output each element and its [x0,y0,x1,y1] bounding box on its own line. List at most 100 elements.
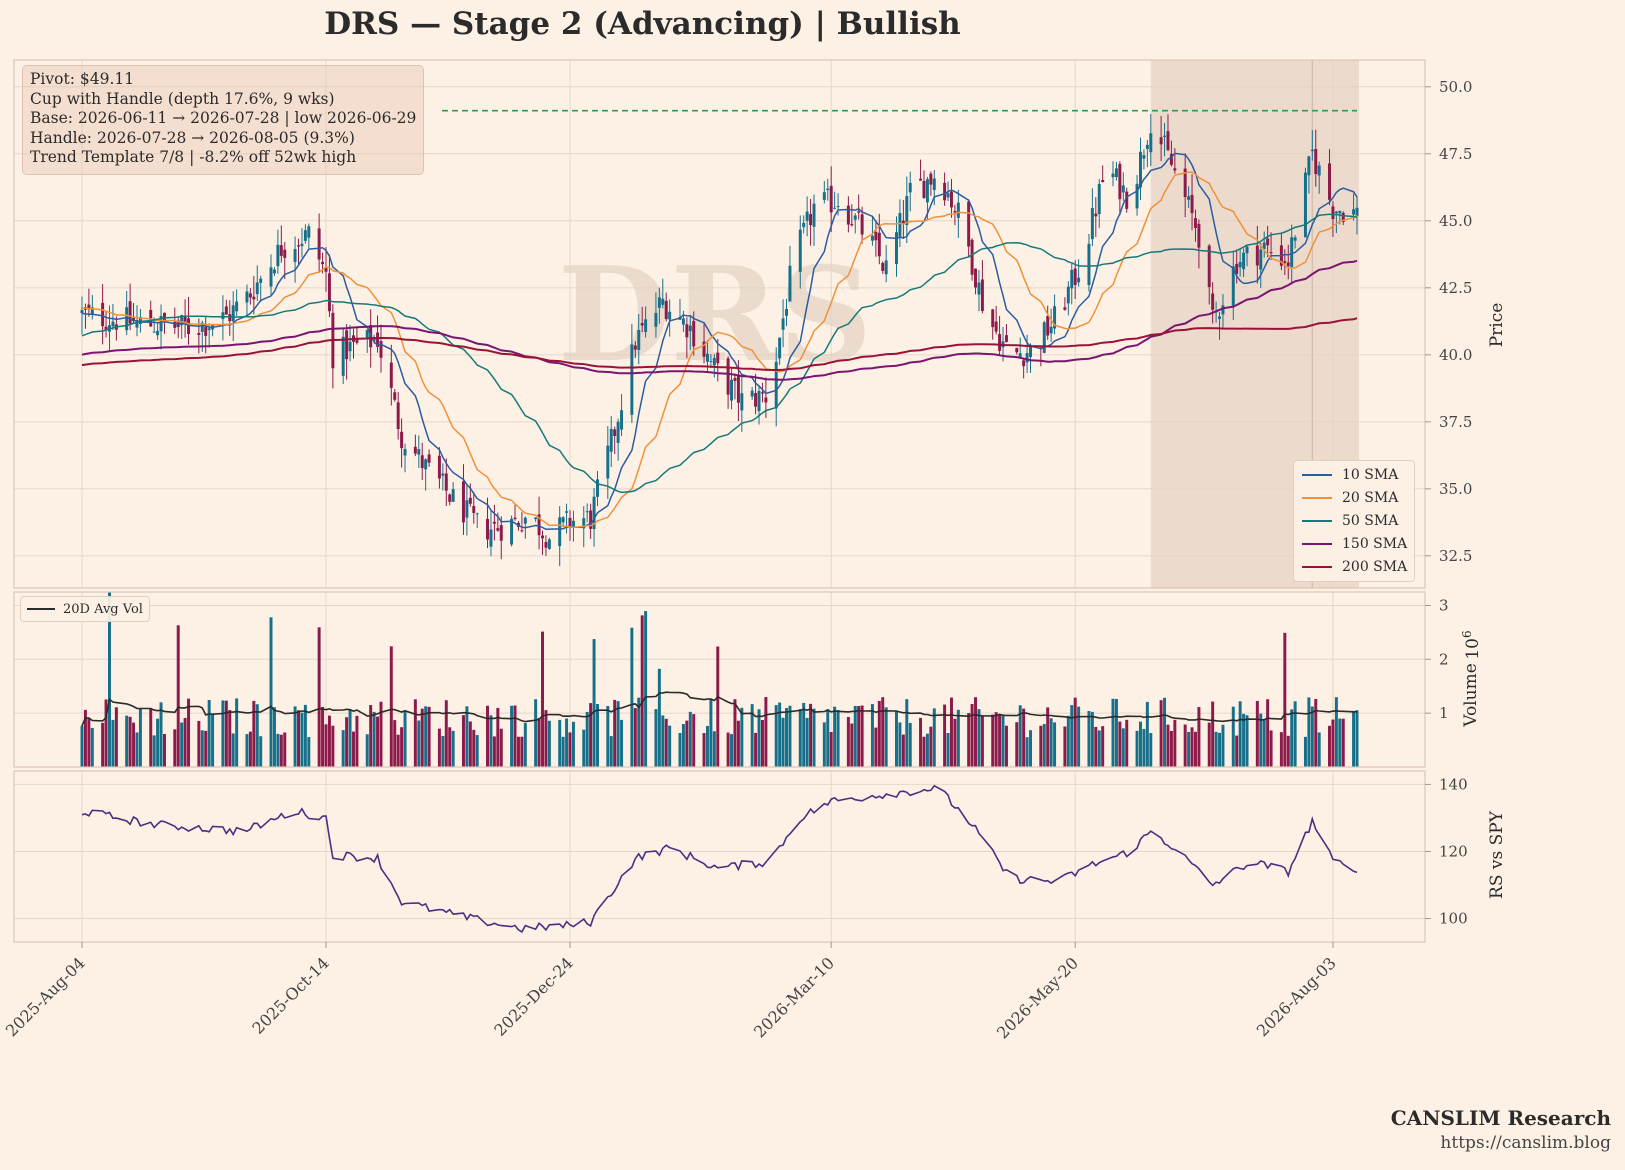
candle-body [173,321,177,328]
candle-body [716,352,720,364]
volume-bar [396,734,400,767]
candle-body [1029,344,1033,358]
volume-bar [156,718,160,767]
candle-body [657,297,661,308]
candle-body [1352,209,1356,215]
candle-body [1087,243,1091,286]
volume-bar [125,715,129,767]
candle-body [1283,261,1287,263]
volume-bar [833,706,837,767]
candle-body [606,445,610,479]
candle-body [1238,262,1242,268]
volume-bar [1053,722,1057,767]
candle-body [788,265,792,302]
candle-body [128,301,132,324]
candle-body [365,330,369,339]
candle-body [750,390,754,397]
legend-item-sma20: 20 SMA [1302,489,1398,507]
volume-bar [1121,728,1125,767]
volume-bar [730,734,734,767]
volume-bar [283,732,287,767]
candle-body [341,336,345,376]
candle-body [489,529,493,547]
volume-bar [162,733,166,767]
candle-body [235,301,239,312]
volume-bar [128,716,132,767]
volume-bar [327,715,331,767]
volume-bar [582,729,586,767]
volume-bar [750,704,754,767]
candle-body [764,397,768,403]
volume-bar [616,701,620,767]
candle-body [541,535,544,539]
volume-bar [272,707,276,767]
volume-bar [424,706,428,767]
candle-body [778,337,782,359]
volume-bar [1029,730,1033,767]
candle-body [633,345,637,350]
candle-body [297,245,300,247]
candle-body [781,318,785,330]
volume-bar [657,668,661,767]
volume-bar [224,700,228,767]
candle-body [321,261,325,265]
volume-bar [228,710,232,767]
candle-body [523,517,527,524]
candle-body [1049,326,1053,334]
volume-bar [1266,699,1270,767]
volume-bar [788,705,792,767]
volume-bar [437,728,441,767]
panel-frame [13,59,1426,589]
volume-bar [1142,728,1146,767]
volume-bar [1352,710,1356,767]
volume-bar [919,717,923,767]
candle-body [1286,262,1290,267]
candle-body [1338,210,1342,214]
volume-bar [1242,713,1246,767]
volume-bar [929,726,933,767]
volume-bar [571,721,575,767]
candle-body [1328,163,1331,200]
candle-body [283,249,287,258]
volume-bar [183,717,187,767]
tick-label: 47.5 [1439,145,1472,163]
candle-body [448,494,452,502]
volume-bar [692,714,696,767]
candle-body [1063,307,1067,310]
candle-body [967,201,971,247]
volume-bar [1118,721,1122,767]
volume-bar [1338,718,1342,767]
candle-body [1046,315,1050,336]
sma-line-200 [81,317,1358,372]
grid-lines [14,60,1425,942]
volume-bar [1046,707,1050,767]
volume-bar [1190,727,1194,767]
candle-body [1262,242,1266,250]
candle-body [616,421,620,443]
volume-bar [1039,725,1043,767]
legend-label: 200 SMA [1342,559,1408,575]
volume-bar [544,710,548,767]
x-tick-label: 2026-Mar-10 [750,953,838,1041]
volume-bar [352,731,355,767]
candle-body [1025,353,1029,363]
candle-body [269,267,273,287]
volume-bar [1173,719,1177,767]
candle-body [534,517,538,520]
volume-bar [1187,731,1191,767]
tick-label: 1 [1439,704,1449,722]
pattern-info-box: Pivot: $49.11 Cup with Handle (depth 17.… [22,65,425,175]
volume-bar [946,732,950,767]
volume-axis-label: Volume [1461,663,1481,728]
candle-body [1303,172,1307,238]
candle-body [596,479,599,497]
candle-body [568,517,572,527]
brand-url: https://canslim.blog [1440,1133,1611,1153]
candle-body [692,321,696,347]
panel-frame [13,770,1426,943]
volume-bar [427,706,431,767]
volume-bar [596,704,599,767]
candle-body [740,393,744,411]
volume-bar [520,736,524,767]
candle-body [654,312,658,327]
